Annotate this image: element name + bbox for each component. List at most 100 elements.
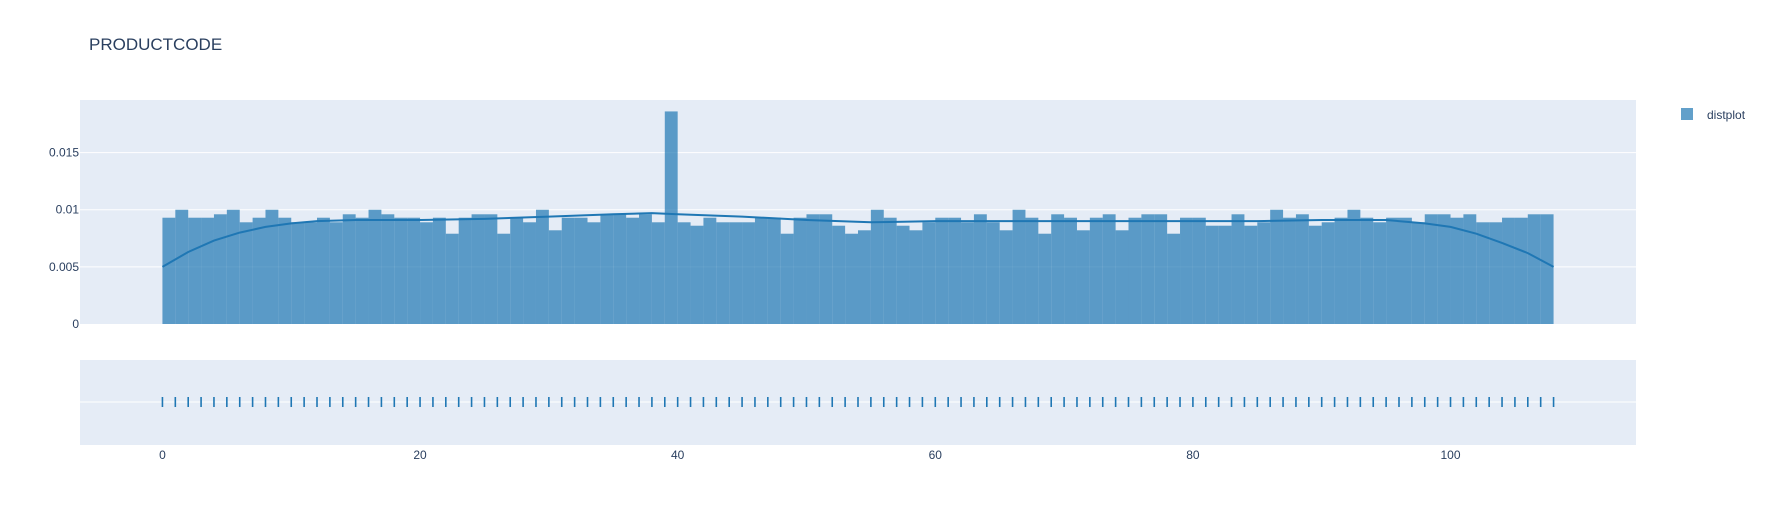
histogram-bar[interactable]	[1089, 217, 1103, 324]
histogram-bar[interactable]	[935, 217, 949, 324]
histogram-bar[interactable]	[497, 233, 511, 324]
histogram-bar[interactable]	[484, 214, 498, 324]
histogram-bar[interactable]	[600, 214, 614, 324]
histogram-bar[interactable]	[961, 222, 974, 324]
histogram-bar[interactable]	[1540, 214, 1554, 324]
histogram-bar[interactable]	[1205, 225, 1219, 324]
histogram-bar[interactable]	[175, 209, 189, 324]
histogram-bar[interactable]	[1463, 214, 1477, 324]
histogram-bar[interactable]	[1102, 214, 1116, 324]
histogram-bar[interactable]	[407, 217, 421, 324]
legend[interactable]: distplot	[1681, 108, 1746, 122]
histogram-bar[interactable]	[1514, 217, 1528, 324]
histogram-bar[interactable]	[896, 225, 910, 324]
histogram-bar[interactable]	[1450, 217, 1464, 324]
histogram-bar[interactable]	[1386, 217, 1399, 324]
histogram-bar[interactable]	[999, 230, 1013, 324]
histogram-bar[interactable]	[1025, 217, 1039, 324]
histogram-bar[interactable]	[342, 214, 356, 324]
histogram-bar[interactable]	[1476, 222, 1490, 324]
histogram-bar[interactable]	[1244, 225, 1258, 324]
histogram-bar[interactable]	[265, 209, 279, 324]
histogram-bar[interactable]	[1154, 214, 1168, 324]
histogram-bar[interactable]	[651, 222, 665, 324]
histogram-bar[interactable]	[420, 222, 433, 324]
histogram-bar[interactable]	[845, 233, 858, 324]
histogram-bar[interactable]	[1115, 230, 1129, 324]
histogram-bar[interactable]	[832, 225, 846, 324]
histogram-bar[interactable]	[535, 209, 549, 324]
histogram-bar[interactable]	[510, 217, 524, 324]
histogram-bar[interactable]	[1051, 214, 1065, 324]
histogram-bar[interactable]	[201, 217, 214, 324]
histogram-bar[interactable]	[819, 214, 833, 324]
histogram-bar[interactable]	[677, 222, 691, 324]
histogram-bar[interactable]	[909, 230, 923, 324]
histogram-bar[interactable]	[883, 217, 897, 324]
histogram-bar[interactable]	[458, 217, 472, 324]
histogram-bar[interactable]	[664, 111, 678, 324]
histogram-bar[interactable]	[729, 222, 743, 324]
histogram-bar[interactable]	[1141, 214, 1155, 324]
histogram-bar[interactable]	[278, 217, 292, 324]
histogram-bar[interactable]	[1424, 214, 1438, 324]
histogram-bar[interactable]	[1347, 209, 1361, 324]
legend-label[interactable]: distplot	[1707, 108, 1746, 122]
histogram-bar[interactable]	[239, 222, 253, 324]
histogram-bar[interactable]	[213, 214, 227, 324]
histogram-bar[interactable]	[973, 214, 987, 324]
histogram-bar[interactable]	[870, 209, 884, 324]
histogram-bar[interactable]	[291, 222, 305, 324]
histogram-bar[interactable]	[1180, 217, 1193, 324]
histogram-bar[interactable]	[226, 209, 240, 324]
histogram-bar[interactable]	[767, 217, 781, 324]
legend-swatch[interactable]	[1681, 108, 1693, 120]
histogram-bar[interactable]	[922, 222, 936, 324]
histogram-bar[interactable]	[1489, 222, 1503, 324]
histogram-bar[interactable]	[1231, 214, 1245, 324]
histogram-bar[interactable]	[1411, 222, 1425, 324]
histogram-bar[interactable]	[561, 217, 575, 324]
histogram-bar[interactable]	[639, 214, 652, 324]
histogram-bar[interactable]	[716, 222, 730, 324]
histogram-bar[interactable]	[1334, 217, 1348, 324]
histogram-bar[interactable]	[1064, 217, 1077, 324]
histogram-bar[interactable]	[188, 217, 202, 324]
histogram-bar[interactable]	[1128, 217, 1142, 324]
histogram-bar[interactable]	[1192, 217, 1206, 324]
histogram-bar[interactable]	[806, 214, 820, 324]
histogram-bar[interactable]	[613, 214, 627, 324]
histogram-bar[interactable]	[304, 222, 318, 324]
histogram-bar[interactable]	[1076, 230, 1090, 324]
histogram-bar[interactable]	[858, 230, 871, 324]
histogram-bar[interactable]	[793, 217, 807, 324]
histogram-bar[interactable]	[587, 222, 601, 324]
histogram-bar[interactable]	[1502, 217, 1515, 324]
histogram-bar[interactable]	[317, 217, 330, 324]
histogram-bar[interactable]	[1373, 222, 1387, 324]
histogram-bar[interactable]	[1167, 233, 1181, 324]
histogram-bar[interactable]	[690, 225, 704, 324]
histogram-bar[interactable]	[1360, 217, 1374, 324]
histogram-bar[interactable]	[381, 214, 395, 324]
histogram-bar[interactable]	[523, 222, 536, 324]
histogram-bar[interactable]	[948, 217, 962, 324]
histogram-bar[interactable]	[1283, 217, 1296, 324]
histogram-bar[interactable]	[1437, 214, 1451, 324]
histogram-bar[interactable]	[742, 222, 755, 324]
histogram-bar[interactable]	[574, 217, 588, 324]
histogram-bar[interactable]	[445, 233, 459, 324]
histogram-bar[interactable]	[626, 217, 640, 324]
histogram-bar[interactable]	[394, 217, 408, 324]
histogram-bar[interactable]	[1012, 209, 1026, 324]
histogram-bar[interactable]	[329, 222, 343, 324]
histogram-bar[interactable]	[1270, 209, 1284, 324]
histogram-bar[interactable]	[368, 209, 382, 324]
histogram-bar[interactable]	[780, 233, 794, 324]
histogram-bar[interactable]	[1398, 217, 1412, 324]
histogram-bar[interactable]	[986, 222, 1000, 324]
histogram-bar[interactable]	[355, 217, 369, 324]
histogram-bar[interactable]	[1308, 225, 1322, 324]
histogram-bar[interactable]	[1527, 214, 1541, 324]
histogram-bar[interactable]	[252, 217, 266, 324]
